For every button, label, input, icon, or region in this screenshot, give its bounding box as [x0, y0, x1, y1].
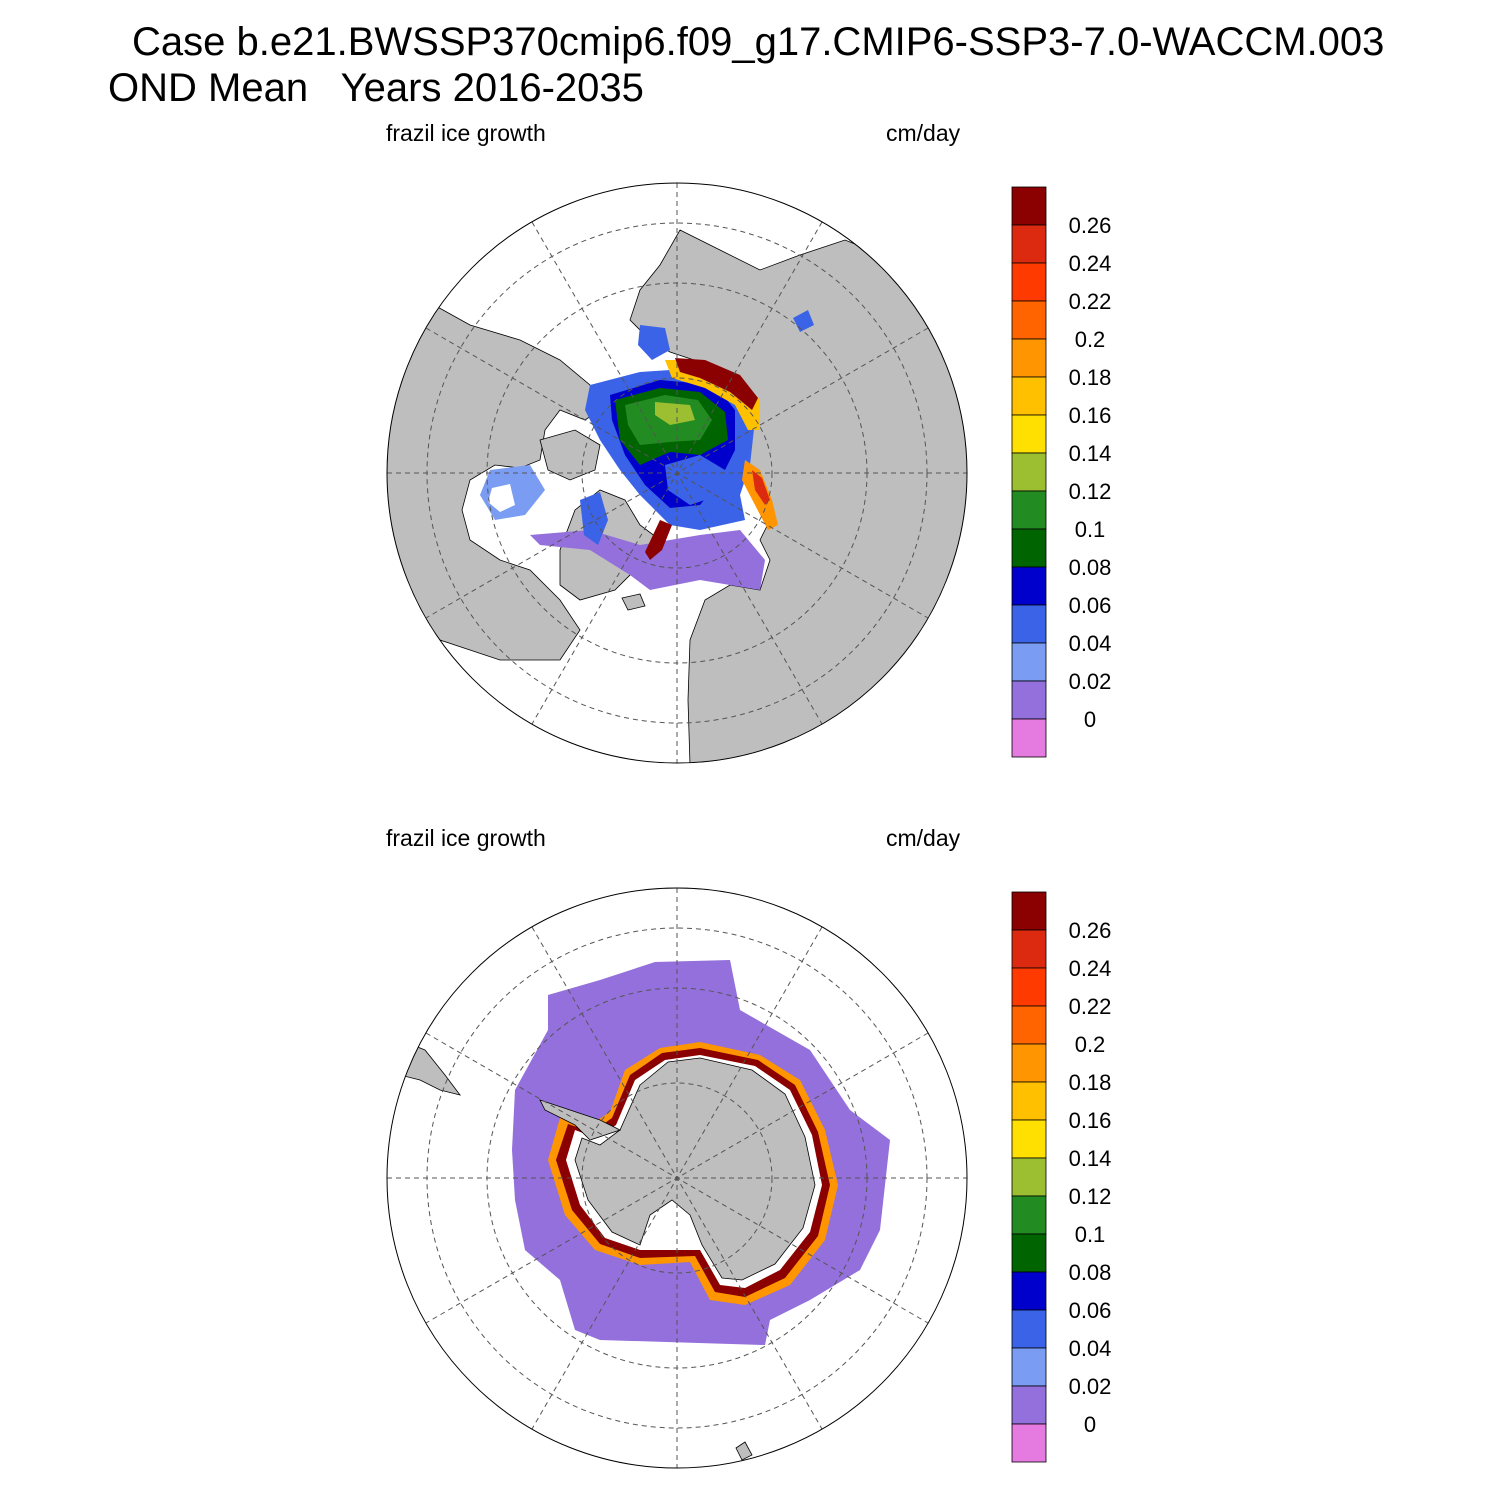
south-colorbar-tick-label: 0.1	[1075, 1222, 1106, 1247]
north-graticule	[387, 183, 967, 763]
north-panel-units-label: cm/day	[886, 120, 961, 146]
north-colorbar-tick-label: 0.24	[1069, 251, 1112, 276]
north-meridian-120	[425, 327, 929, 619]
south-colorbar-tick-label: 0.14	[1069, 1146, 1112, 1171]
north-field-olive-patch	[655, 402, 695, 425]
south-land-africa-tip	[735, 1441, 753, 1461]
south-colorbar-swatch	[1011, 1347, 1047, 1387]
north-colorbar-swatch	[1011, 300, 1047, 340]
north-colorbar-swatch	[1011, 186, 1047, 226]
south-map-border	[386, 887, 968, 1469]
south-colorbar-tick-label: 0.02	[1069, 1374, 1112, 1399]
south-colorbar-swatch	[1011, 1157, 1047, 1197]
north-field-bering-blue	[638, 325, 670, 360]
north-colorbar-tick-label: 0.04	[1069, 631, 1112, 656]
north-field-baffin-violet	[580, 492, 608, 545]
north-colorbar-tick-label: 0	[1084, 707, 1096, 732]
north-colorbar-swatch	[1011, 338, 1047, 378]
south-colorbar-tick-label: 0.22	[1069, 994, 1112, 1019]
south-colorbar-tick-label: 0.26	[1069, 918, 1112, 943]
north-lat-circle-inner	[581, 377, 773, 569]
north-colorbar-swatch	[1011, 680, 1047, 720]
south-colorbar-swatch	[1011, 1081, 1047, 1121]
north-land-iceland	[621, 593, 646, 611]
north-colorbar-tick-label: 0.26	[1069, 213, 1112, 238]
south-colorbar-tick-label: 0.12	[1069, 1184, 1112, 1209]
north-map-border	[386, 182, 968, 764]
south-colorbar-swatch	[1011, 929, 1047, 969]
south-colorbar-swatch	[1011, 891, 1047, 931]
north-polar-map	[386, 182, 968, 764]
north-colorbar-tick-label: 0.2	[1075, 327, 1106, 352]
south-land-antarctica	[574, 1057, 816, 1281]
south-colorbar-swatch	[1011, 1119, 1047, 1159]
figure-title-case: Case b.e21.BWSSP370cmip6.f09_g17.CMIP6-S…	[132, 20, 1385, 64]
north-colorbar-tick-label: 0.16	[1069, 403, 1112, 428]
south-colorbar-swatch	[1011, 1195, 1047, 1235]
south-colorbar-tick-label: 0.24	[1069, 956, 1112, 981]
north-field-greenland-red-edge	[645, 520, 672, 560]
south-panel-units-label: cm/day	[886, 825, 961, 851]
south-lat-circle-inner	[581, 1082, 773, 1274]
south-colorbar-tick-label: 0.06	[1069, 1298, 1112, 1323]
south-colorbar-tick-label: 0.18	[1069, 1070, 1112, 1095]
north-colorbar-swatch	[1011, 566, 1047, 606]
north-colorbar-swatch	[1011, 718, 1047, 758]
south-panel-variable-label: frazil ice growth	[386, 825, 546, 851]
north-colorbar-swatch	[1011, 528, 1047, 568]
north-colorbar-swatch	[1011, 490, 1047, 530]
south-colorbar-tick-label: 0	[1084, 1412, 1096, 1437]
south-colorbar-swatch	[1011, 1271, 1047, 1311]
north-field-siberian-red-edge	[675, 358, 758, 410]
north-colorbar-swatch	[1011, 224, 1047, 264]
north-field-barents-red-edge	[752, 470, 770, 505]
south-colorbar-tick-label: 0.08	[1069, 1260, 1112, 1285]
north-colorbar-swatch	[1011, 414, 1047, 454]
south-colorbar: 0.26 0.24 0.22 0.2 0.18 0.16 0.14 0.12 0.1 0.08 0.…	[1011, 891, 1112, 1463]
north-field-violet-band	[530, 530, 765, 590]
south-meridian-120	[425, 1032, 929, 1324]
north-colorbar-swatch	[1011, 262, 1047, 302]
north-colorbar-tick-label: 0.14	[1069, 441, 1112, 466]
south-colorbar-tick-label: 0.16	[1069, 1108, 1112, 1133]
south-colorbar-swatch	[1011, 1005, 1047, 1045]
figure-title-period: OND Mean Years 2016-2035	[108, 66, 644, 110]
south-graticule	[387, 888, 967, 1468]
south-colorbar-swatch	[1011, 1233, 1047, 1273]
south-colorbar-tick-label: 0.2	[1075, 1032, 1106, 1057]
south-colorbar-swatch	[1011, 1309, 1047, 1349]
north-colorbar: 0.26 0.24 0.22 0.2 0.18 0.16 0.14 0.12 0.1 0.08 0.…	[1011, 186, 1112, 758]
north-colorbar-swatch	[1011, 604, 1047, 644]
north-panel-variable-label: frazil ice growth	[386, 120, 546, 146]
north-colorbar-tick-label: 0.22	[1069, 289, 1112, 314]
north-colorbar-tick-label: 0.02	[1069, 669, 1112, 694]
north-field-hudson-white	[488, 484, 515, 512]
north-colorbar-tick-label: 0.12	[1069, 479, 1112, 504]
north-colorbar-swatch	[1011, 376, 1047, 416]
north-land-arctic-archipelago	[539, 429, 601, 481]
north-colorbar-swatch	[1011, 642, 1047, 682]
north-colorbar-tick-label: 0.18	[1069, 365, 1112, 390]
south-polar-map	[386, 887, 968, 1469]
north-colorbar-swatch	[1011, 452, 1047, 492]
south-colorbar-swatch	[1011, 1043, 1047, 1083]
south-colorbar-swatch	[1011, 967, 1047, 1007]
north-colorbar-tick-label: 0.1	[1075, 517, 1106, 542]
north-colorbar-tick-label: 0.08	[1069, 555, 1112, 580]
south-colorbar-tick-label: 0.04	[1069, 1336, 1112, 1361]
south-colorbar-swatch	[1011, 1385, 1047, 1425]
north-colorbar-tick-label: 0.06	[1069, 593, 1112, 618]
south-colorbar-swatch	[1011, 1423, 1047, 1463]
